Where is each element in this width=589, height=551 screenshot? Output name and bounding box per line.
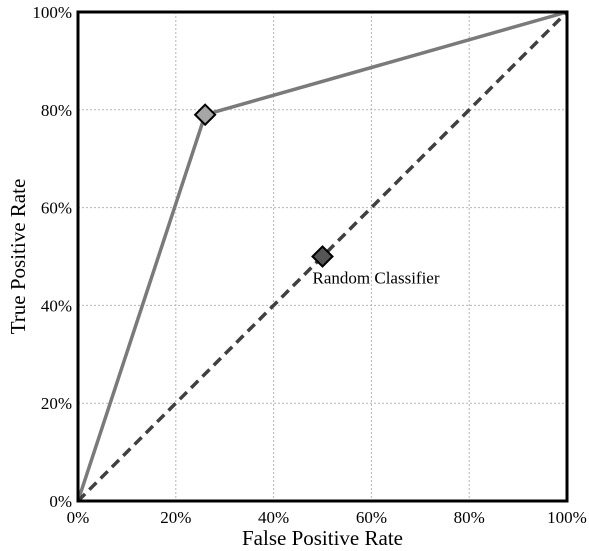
x-tick-label: 20%	[160, 508, 191, 527]
roc-point-marker	[193, 103, 217, 127]
marker-layer	[193, 103, 334, 268]
x-tick-label: 100%	[547, 508, 587, 527]
y-tick-label: 0%	[49, 492, 72, 511]
x-axis-label: False Positive Rate	[242, 526, 403, 550]
y-axis-ticks: 0% 20% 40% 60% 80% 100%	[32, 3, 72, 511]
random-classifier-marker	[311, 245, 334, 268]
x-tick-label: 0%	[67, 508, 90, 527]
y-tick-label: 40%	[41, 296, 72, 315]
plot-frame	[76, 10, 569, 503]
y-tick-label: 60%	[41, 199, 72, 218]
x-axis-ticks: 0% 20% 40% 60% 80% 100%	[67, 508, 587, 527]
y-tick-label: 20%	[41, 394, 72, 413]
y-axis-label: True Positive Rate	[6, 179, 30, 335]
x-tick-label: 60%	[356, 508, 387, 527]
annotation-label: Random Classifier	[313, 269, 440, 288]
x-tick-label: 40%	[258, 508, 289, 527]
y-tick-label: 80%	[41, 101, 72, 120]
annotation-layer: Random Classifier	[313, 269, 440, 288]
y-tick-label: 100%	[32, 3, 72, 22]
x-tick-label: 80%	[454, 508, 485, 527]
